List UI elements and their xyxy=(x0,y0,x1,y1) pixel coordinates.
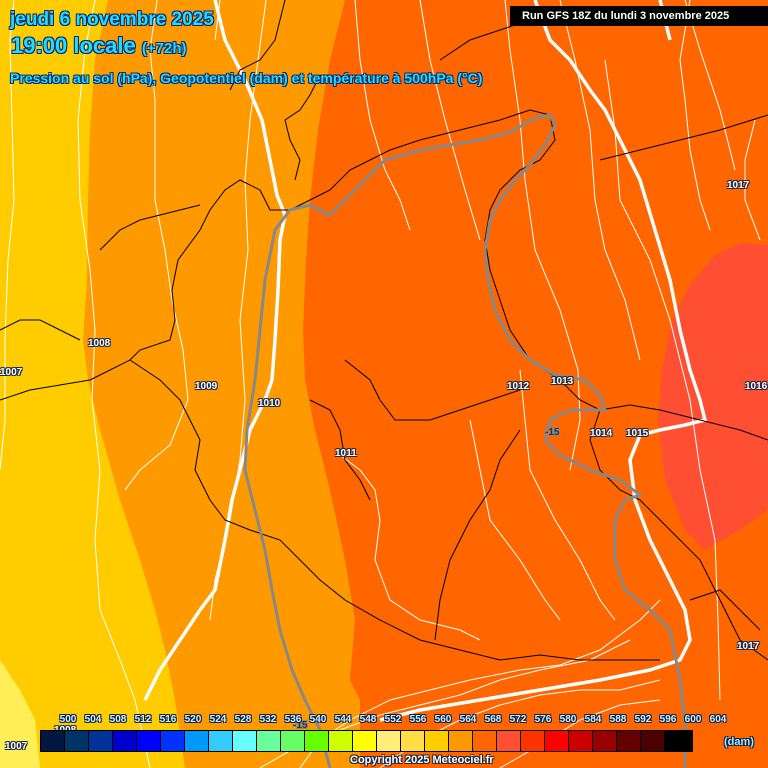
legend-swatch xyxy=(209,731,233,751)
pressure-label: 1007 xyxy=(5,741,28,752)
temperature-label: -15 xyxy=(545,427,560,438)
legend-unit: (dam) xyxy=(724,736,754,748)
legend-swatch xyxy=(401,731,425,751)
legend-tick: 552 xyxy=(384,714,402,725)
pressure-label: 1007 xyxy=(0,367,23,378)
legend-tick: 580 xyxy=(559,714,577,725)
legend-swatch xyxy=(233,731,257,751)
legend-swatch xyxy=(593,731,617,751)
legend-swatch xyxy=(281,731,305,751)
legend-tick: 548 xyxy=(359,714,377,725)
legend-tick: 568 xyxy=(484,714,502,725)
legend-swatch xyxy=(137,731,161,751)
pressure-label: 1011 xyxy=(335,448,357,459)
legend-tick: 500 xyxy=(59,714,77,725)
legend-tick: 584 xyxy=(584,714,602,725)
forecast-time-value: 19:00 locale xyxy=(11,33,136,58)
legend-tick: 564 xyxy=(459,714,477,725)
legend-swatch xyxy=(305,731,329,751)
legend-tick: 604 xyxy=(709,714,727,725)
pressure-label: 1009 xyxy=(195,381,218,392)
chart-description: Pression au sol (hPa), Geopotentiel (dam… xyxy=(10,70,483,86)
legend-swatch xyxy=(617,731,641,751)
legend-swatch xyxy=(665,731,692,751)
legend-tick: 592 xyxy=(634,714,652,725)
legend-swatch xyxy=(353,731,377,751)
legend-tick: 576 xyxy=(534,714,552,725)
legend-swatch xyxy=(425,731,449,751)
legend-swatch xyxy=(473,731,497,751)
legend-tick: 520 xyxy=(184,714,202,725)
legend-swatch xyxy=(185,731,209,751)
legend-tick: 516 xyxy=(159,714,177,725)
legend-tick: 528 xyxy=(234,714,252,725)
pressure-label: 1012 xyxy=(507,381,530,392)
legend-tick: 600 xyxy=(684,714,702,725)
color-legend xyxy=(40,730,693,752)
pressure-label: 1015 xyxy=(626,428,649,439)
pressure-label: 1016 xyxy=(745,381,768,392)
legend-tick: 572 xyxy=(509,714,527,725)
pressure-label: 1013 xyxy=(551,376,574,387)
legend-swatch xyxy=(89,731,113,751)
legend-swatch xyxy=(65,731,89,751)
legend-tick: 532 xyxy=(259,714,277,725)
legend-swatch xyxy=(161,731,185,751)
geopotential-band-548 xyxy=(0,660,40,768)
legend-swatch xyxy=(641,731,665,751)
legend-swatch xyxy=(377,731,401,751)
legend-tick: 536 xyxy=(284,714,302,725)
pressure-label: 1017 xyxy=(727,180,750,191)
pressure-label: 1010 xyxy=(258,398,281,409)
copyright-text: Copyright 2025 Meteociel.fr xyxy=(350,754,494,766)
pressure-label: 1008 xyxy=(88,338,111,349)
legend-tick: 544 xyxy=(334,714,352,725)
forecast-offset: (+72h) xyxy=(141,40,187,57)
pressure-label: 1014 xyxy=(590,428,613,439)
legend-swatch xyxy=(545,731,569,751)
legend-swatch xyxy=(521,731,545,751)
legend-tick: 512 xyxy=(134,714,152,725)
pressure-label: 1017 xyxy=(737,641,760,652)
legend-tick: 560 xyxy=(434,714,452,725)
legend-swatch xyxy=(329,731,353,751)
forecast-date: jeudi 6 novembre 2025 xyxy=(10,9,214,30)
geopotential-band-564 xyxy=(658,243,768,550)
forecast-time: 19:00 locale (+72h) xyxy=(11,33,186,59)
legend-tick: 588 xyxy=(609,714,627,725)
legend-tick: 524 xyxy=(209,714,227,725)
legend-swatch xyxy=(449,731,473,751)
legend-tick: 596 xyxy=(659,714,677,725)
legend-tick: 556 xyxy=(409,714,427,725)
legend-swatch xyxy=(497,731,521,751)
legend-swatch xyxy=(113,731,137,751)
legend-swatch xyxy=(569,731,593,751)
legend-tick: 540 xyxy=(309,714,327,725)
temperature-isotherm xyxy=(243,113,687,768)
legend-swatch xyxy=(257,731,281,751)
geopotential-band-552 xyxy=(0,0,185,768)
run-info-badge: Run GFS 18Z du lundi 3 novembre 2025 xyxy=(510,6,768,26)
temperature-label: -15 xyxy=(293,720,308,731)
legend-tick: 508 xyxy=(109,714,127,725)
legend-swatch xyxy=(41,731,65,751)
legend-tick: 504 xyxy=(84,714,102,725)
